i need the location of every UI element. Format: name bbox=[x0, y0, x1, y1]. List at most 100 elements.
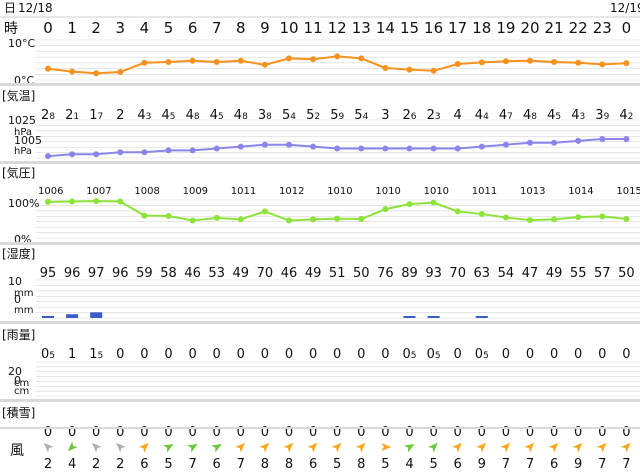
wind-direction-arrow bbox=[43, 442, 54, 453]
y-axis-top-unit: cm bbox=[14, 378, 29, 389]
value-labels: 28 21 17 2 43 45 48 45 48 38 54 52 59 54 3 26 23 4 44 47 48 4… bbox=[41, 108, 633, 123]
value-label: 58 bbox=[160, 266, 177, 281]
data-point bbox=[45, 153, 51, 160]
wind-direction-arrow bbox=[331, 442, 342, 453]
data-point bbox=[454, 61, 461, 67]
wind-speed-label: 6 bbox=[550, 457, 558, 472]
wind-speed-label: 7 bbox=[598, 457, 606, 472]
pressure-value-label: 1006 bbox=[38, 186, 63, 197]
wind-direction-arrow bbox=[620, 442, 631, 453]
precip-bar bbox=[90, 312, 103, 318]
value-label: 0 bbox=[237, 425, 245, 440]
hour-tick-label: 22 bbox=[569, 19, 588, 37]
data-point bbox=[527, 57, 533, 64]
data-point bbox=[406, 66, 413, 73]
y-axis-top-unit: hPa bbox=[14, 127, 32, 138]
wind-speed-label: 9 bbox=[574, 457, 582, 472]
data-point bbox=[382, 145, 389, 152]
y-axis-bottom-unit: mm bbox=[14, 305, 33, 316]
data-point bbox=[189, 57, 196, 64]
value-label: 0 bbox=[502, 347, 510, 362]
data-point bbox=[358, 145, 365, 152]
value-labels: 0 0 0 0 0 0 0 0 0 0 0 0 0 0 0 0 0 0 0 0 0 0 0 0 0 bbox=[44, 425, 631, 440]
data-point bbox=[575, 214, 582, 221]
hour-tick-label: 18 bbox=[472, 19, 491, 37]
data-point bbox=[358, 55, 365, 62]
data-point bbox=[551, 59, 558, 65]
value-label: 45 bbox=[210, 108, 224, 123]
wind-direction-arrow bbox=[524, 442, 535, 453]
panel-divider bbox=[0, 242, 640, 245]
precip-bar bbox=[403, 316, 416, 318]
y-axis-top-label: 20 bbox=[8, 365, 22, 378]
panel-divider bbox=[0, 83, 640, 86]
value-label: 46 bbox=[184, 266, 201, 281]
value-label: 0 bbox=[357, 425, 365, 440]
hour-tick-label: 0 bbox=[43, 19, 53, 37]
data-point bbox=[286, 55, 292, 62]
series-name-label: [湿度] bbox=[2, 246, 35, 261]
value-labels: 95 96 97 96 59 58 46 53 49 70 46 49 51 50 76 89 93 70 63 54… bbox=[40, 266, 635, 281]
hour-tick-label: 15 bbox=[400, 19, 419, 37]
y-axis-top-label: 10 bbox=[8, 275, 22, 288]
data-point bbox=[93, 151, 100, 158]
value-label: 55 bbox=[570, 266, 587, 281]
y-axis-top-label: 100% bbox=[8, 197, 39, 210]
wind-direction-arrow bbox=[259, 442, 270, 453]
value-label: 49 bbox=[305, 266, 322, 281]
hour-tick-label: 5 bbox=[164, 19, 174, 37]
data-point bbox=[406, 145, 413, 152]
hour-tick-label: 2 bbox=[91, 19, 101, 37]
data-point bbox=[93, 198, 100, 205]
value-label: 44 bbox=[475, 108, 489, 123]
value-label: 70 bbox=[449, 266, 466, 281]
wind-direction-arrow bbox=[381, 443, 392, 451]
value-label: 0 bbox=[188, 425, 196, 440]
hour-tick-label: 14 bbox=[376, 19, 395, 37]
data-point bbox=[189, 217, 196, 224]
data-point bbox=[69, 68, 76, 75]
y-axis-top-label: 1025 bbox=[8, 114, 36, 127]
value-label: 97 bbox=[88, 266, 105, 281]
value-label: 49 bbox=[546, 266, 563, 281]
value-label: 0 bbox=[333, 347, 341, 362]
data-point bbox=[165, 212, 172, 219]
wind-speed-label: 6 bbox=[309, 457, 317, 472]
value-label: 0 bbox=[526, 347, 534, 362]
data-point bbox=[45, 198, 51, 205]
hour-tick-label: 10 bbox=[279, 19, 298, 37]
wind-speed-label: 4 bbox=[405, 457, 413, 472]
value-label: 0 bbox=[261, 425, 269, 440]
hour-tick-label: 16 bbox=[424, 19, 443, 37]
value-label: 38 bbox=[258, 108, 272, 123]
hour-tick-label: 1 bbox=[67, 19, 77, 37]
value-label: 48 bbox=[234, 108, 248, 123]
hour-tick-label: 13 bbox=[352, 19, 371, 37]
data-point bbox=[382, 65, 389, 71]
wind-direction-arrow bbox=[307, 442, 318, 453]
data-point bbox=[141, 59, 148, 66]
value-label: 50 bbox=[618, 266, 635, 281]
data-point bbox=[551, 216, 558, 223]
data-point bbox=[261, 61, 268, 68]
pressure-value-label: 1009 bbox=[183, 186, 208, 197]
value-label: 0 bbox=[116, 347, 124, 362]
value-label: 59 bbox=[330, 108, 344, 123]
hour-tick-label: 9 bbox=[260, 19, 270, 37]
value-label: 0 bbox=[68, 425, 76, 440]
value-label: 49 bbox=[233, 266, 250, 281]
series-name-label: [積雪] bbox=[2, 405, 35, 420]
value-label: 0 bbox=[381, 347, 389, 362]
value-label: 0 bbox=[550, 425, 558, 440]
wind-speed-label: 5 bbox=[429, 457, 437, 472]
value-label: 93 bbox=[425, 266, 442, 281]
data-point bbox=[189, 147, 196, 154]
value-label: 96 bbox=[112, 266, 129, 281]
date-end: 12/19 bbox=[610, 1, 640, 15]
wind-speed-label: 8 bbox=[357, 457, 365, 472]
data-point bbox=[478, 211, 485, 218]
wind-direction-arrow bbox=[211, 444, 222, 453]
data-point bbox=[334, 145, 341, 152]
